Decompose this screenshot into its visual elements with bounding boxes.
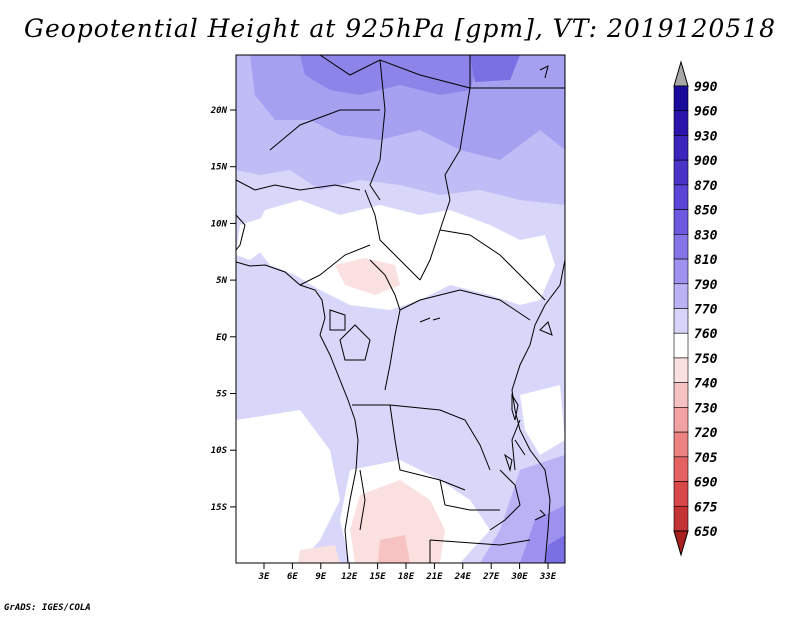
lon-tick-label: 30E	[510, 572, 528, 582]
colorbar-box	[673, 258, 689, 285]
lon-tick-label: 24E	[454, 572, 472, 582]
field-central-white	[250, 200, 555, 310]
colorbar: 990 960 930 900 870 850 830 810 790 770 760 750 740 7…	[673, 60, 718, 557]
map-panel	[235, 54, 566, 564]
field-pink-north	[335, 258, 400, 295]
field-north-peak	[470, 55, 520, 82]
colorbar-label: 760	[694, 327, 718, 342]
colorbar-label: 790	[694, 278, 718, 293]
field-east-white	[520, 385, 565, 455]
colorbar-box	[673, 456, 689, 482]
colorbar-box	[673, 431, 689, 458]
colorbar-label: 770	[694, 303, 718, 318]
colorbar-box	[673, 85, 689, 112]
colorbar-box	[673, 234, 689, 260]
lon-tick-label: 21E	[425, 572, 443, 582]
colorbar-label: 650	[694, 525, 718, 540]
colorbar-label: 705	[694, 451, 718, 466]
colorbar-label: 990	[694, 80, 718, 95]
lat-tick-label: 10S	[211, 446, 228, 456]
colorbar-label: 930	[694, 129, 718, 144]
colorbar-label: 690	[694, 476, 718, 491]
colorbar-label: 960	[694, 105, 718, 120]
longitude-axis: 3E 6E 9E 12E 15E 18E 21E 24E 27E 30E 33E	[258, 563, 557, 582]
colorbar-label: 810	[694, 253, 718, 268]
colorbar-label: 720	[694, 426, 718, 441]
lon-tick-label: 15E	[369, 572, 386, 582]
map-frame	[235, 54, 566, 564]
lon-tick-label: 9E	[315, 572, 326, 582]
field-north-max	[300, 55, 480, 95]
lat-tick-label: 15N	[211, 163, 228, 173]
lat-tick-label: EQ	[216, 333, 227, 343]
lat-tick-label: 5S	[216, 390, 227, 400]
colorbar-box	[673, 481, 689, 507]
lon-tick-label: 6E	[287, 572, 298, 582]
colorbar-label: 675	[694, 500, 718, 515]
colorbar-label: 850	[694, 204, 718, 219]
colorbar-box	[673, 135, 689, 161]
colorbar-box	[673, 184, 689, 210]
colorbar-label: 740	[694, 377, 718, 392]
colorbar-box	[673, 407, 689, 433]
colorbar-box	[673, 357, 689, 383]
lon-tick-label: 12E	[341, 572, 358, 582]
colorbar-label: 830	[694, 228, 718, 243]
colorbar-label: 750	[694, 352, 718, 367]
lat-tick-label: 10N	[211, 219, 228, 229]
lon-tick-label: 33E	[539, 572, 557, 582]
latitude-axis: 20N 15N 10N 5N EQ 5S 10S 15S	[210, 106, 236, 513]
colorbar-box	[673, 283, 689, 309]
lat-tick-label: 5N	[216, 276, 227, 286]
field-sw-white	[236, 410, 340, 563]
field-pink-south	[350, 480, 445, 563]
colorbar-box	[673, 382, 689, 408]
colorbar-under-triangle	[673, 530, 689, 557]
lon-tick-label: 3E	[258, 572, 270, 582]
field-pink-core	[378, 535, 410, 563]
colorbar-box	[673, 308, 689, 334]
colorbar-box	[673, 159, 689, 186]
field-pink-sw	[298, 545, 340, 563]
colorbar-box	[673, 209, 689, 235]
lat-tick-label: 15S	[211, 503, 228, 513]
lon-tick-label: 18E	[398, 572, 415, 582]
map-title: Geopotential Height at 925hPa [gpm], VT:…	[23, 14, 777, 43]
colorbar-over-triangle	[673, 60, 689, 87]
colorbar-box	[673, 505, 689, 532]
coastlines	[235, 54, 566, 564]
colorbar-label: 900	[694, 154, 718, 169]
lat-tick-label: 20N	[210, 106, 228, 116]
lon-tick-label: 27E	[482, 572, 500, 582]
field-se-max	[545, 535, 565, 563]
colorbar-box	[673, 332, 689, 359]
colorbar-box	[673, 110, 689, 136]
colorbar-label: 730	[694, 401, 718, 416]
grads-credit: GrADS: IGES/COLA	[4, 603, 91, 613]
colorbar-label: 870	[694, 179, 718, 194]
